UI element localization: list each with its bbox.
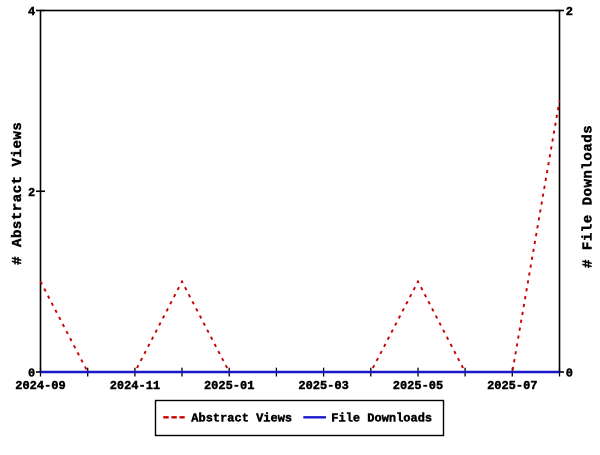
svg-text:# Abstract Views: # Abstract Views — [10, 122, 26, 265]
svg-text:2024-11: 2024-11 — [110, 379, 160, 393]
svg-text:2025-07: 2025-07 — [487, 379, 537, 393]
svg-text:0: 0 — [28, 367, 35, 381]
svg-text:2: 2 — [566, 5, 573, 19]
svg-text:# File Downloads: # File Downloads — [580, 125, 596, 268]
svg-text:0: 0 — [566, 367, 573, 381]
svg-text:File Downloads: File Downloads — [331, 411, 432, 425]
svg-text:2025-03: 2025-03 — [298, 379, 348, 393]
svg-text:2024-09: 2024-09 — [15, 379, 65, 393]
svg-text:2025-05: 2025-05 — [393, 379, 443, 393]
svg-text:2: 2 — [28, 186, 35, 200]
svg-text:4: 4 — [28, 5, 35, 19]
svg-text:Abstract Views: Abstract Views — [191, 411, 292, 425]
svg-text:2025-01: 2025-01 — [204, 379, 254, 393]
